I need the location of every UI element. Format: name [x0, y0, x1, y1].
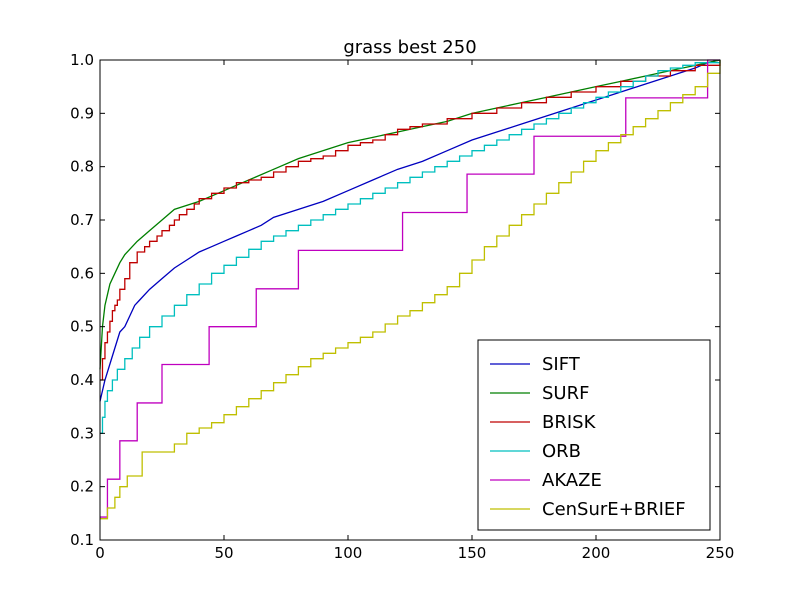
- series-line-3: [100, 60, 721, 434]
- y-tick-label: 0.6: [70, 264, 94, 282]
- x-tick-label: 150: [458, 544, 487, 562]
- series-line-4: [100, 59, 720, 518]
- x-tick-label: 100: [334, 544, 363, 562]
- legend-label: SIFT: [542, 354, 581, 375]
- series-line-1: [99, 59, 721, 370]
- legend: SIFT SURF BRISK ORB AKAZE CenSurE+BRIEF: [477, 339, 711, 531]
- legend-label: BRISK: [542, 412, 597, 433]
- y-tick-label: 0.4: [70, 371, 94, 389]
- y-tick-label: 0.1: [70, 531, 94, 549]
- x-tick-label: 0: [95, 544, 105, 562]
- legend-label: AKAZE: [542, 470, 602, 491]
- series-layer: [99, 59, 721, 520]
- y-tick-label: 1.0: [70, 51, 94, 69]
- y-tick-label: 0.8: [70, 158, 94, 176]
- plot-frame: [99, 59, 721, 541]
- y-tick-label: 0.2: [70, 478, 94, 496]
- x-tick-label: 200: [582, 544, 611, 562]
- legend-label: CenSurE+BRIEF: [542, 499, 686, 520]
- legend-label: ORB: [542, 441, 581, 462]
- y-tick-label: 0.5: [70, 318, 94, 336]
- x-tick-label: 250: [706, 544, 735, 562]
- y-tick-label: 0.7: [70, 211, 94, 229]
- y-tick-label: 0.3: [70, 424, 94, 442]
- chart-title: grass best 250: [343, 37, 476, 58]
- y-tick-label: 0.9: [70, 104, 94, 122]
- series-line-2: [100, 60, 721, 381]
- legend-label: SURF: [542, 383, 589, 404]
- axis-ticks: 0 50 100 150 200 250 0.1 0.2 0.3 0.4 0.5 0.6 0.7 0.8 0…: [70, 51, 734, 562]
- series-line-5: [100, 60, 721, 520]
- x-tick-label: 50: [214, 544, 233, 562]
- legend-box: [477, 339, 711, 531]
